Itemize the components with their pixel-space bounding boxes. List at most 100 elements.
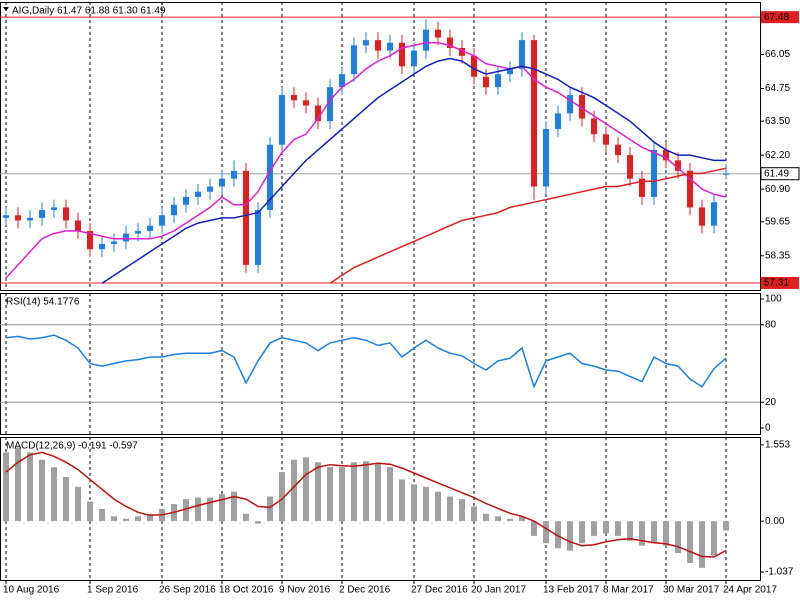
candle-body	[231, 170, 237, 179]
histogram-bar	[267, 496, 273, 522]
level-tag	[761, 11, 799, 24]
candle-body	[435, 29, 441, 38]
histogram-bar	[99, 508, 105, 522]
histogram-bar	[699, 521, 705, 568]
histogram-bar	[579, 521, 585, 544]
histogram-bar	[663, 521, 669, 546]
candle-body	[471, 55, 477, 77]
histogram-bar	[435, 491, 441, 522]
histogram-bar	[471, 506, 477, 522]
candle-body	[195, 191, 201, 197]
candle-body	[267, 144, 273, 211]
y-tick-label: 80	[765, 319, 777, 330]
histogram-bar	[615, 521, 621, 536]
x-tick-label: 27 Dec 2016	[411, 585, 468, 596]
candle-body	[147, 225, 153, 231]
candle-body	[183, 196, 189, 205]
histogram-bar	[315, 462, 321, 522]
histogram-bar	[675, 521, 681, 554]
histogram-bar	[255, 521, 261, 524]
histogram-bar	[495, 516, 501, 522]
histogram-bar	[555, 521, 561, 549]
candle-body	[303, 100, 309, 106]
y-tick-label: 0.00	[765, 516, 785, 527]
histogram-bar	[27, 452, 33, 522]
histogram-bar	[207, 497, 213, 522]
candle-body	[375, 40, 381, 51]
y-tick-label: 59.65	[765, 216, 790, 227]
x-tick-label: 1 Sep 2016	[87, 585, 139, 596]
histogram-bar	[687, 521, 693, 563]
level-label: 57.31	[764, 278, 789, 289]
x-tick-label: 10 Aug 2016	[3, 585, 60, 596]
candle-body	[627, 155, 633, 179]
level-tag	[760, 167, 800, 181]
histogram-bar	[63, 476, 69, 522]
histogram-bar	[75, 486, 81, 522]
histogram-bar	[627, 521, 633, 541]
histogram-bar	[291, 459, 297, 522]
candle-body	[87, 230, 93, 250]
histogram-bar	[279, 472, 285, 522]
y-tick-label: 0	[765, 423, 771, 434]
x-tick-label: 2 Dec 2016	[339, 585, 391, 596]
candle-body	[699, 207, 705, 226]
y-tick-label: 60.90	[765, 184, 790, 195]
candle-body	[99, 244, 105, 250]
moving-average	[101, 57, 726, 284]
candle-body	[243, 170, 249, 265]
histogram-bar	[135, 516, 141, 522]
candle-body	[279, 95, 285, 145]
histogram-bar	[639, 521, 645, 546]
candle-body	[327, 87, 333, 122]
histogram-bar	[195, 497, 201, 522]
candle-body	[399, 42, 405, 67]
moving-average	[329, 167, 727, 284]
candle-body	[291, 95, 297, 101]
y-tick-label: 1.553	[765, 440, 790, 451]
candle-body	[723, 173, 729, 175]
candle-body	[207, 186, 213, 192]
candle-body	[615, 144, 621, 156]
histogram-bar	[387, 467, 393, 522]
histogram-bar	[351, 462, 357, 522]
candle-body	[507, 68, 513, 75]
histogram-bar	[375, 463, 381, 522]
histogram-bar	[39, 459, 45, 522]
candle-body	[387, 42, 393, 51]
candle-body	[75, 220, 81, 231]
candle-body	[603, 134, 609, 145]
candle-body	[351, 45, 357, 75]
candle-body	[591, 118, 597, 135]
candle-body	[15, 215, 21, 221]
histogram-bar	[111, 516, 117, 522]
panel-frame	[0, 2, 761, 291]
histogram-bar	[531, 521, 537, 536]
candle-body	[531, 40, 537, 187]
histogram-bar	[423, 486, 429, 522]
candle-body	[363, 40, 369, 46]
y-tick-label: 62.20	[765, 150, 790, 161]
candle-body	[339, 74, 345, 88]
histogram-bar	[543, 521, 549, 544]
menu-arrow	[3, 7, 9, 11]
x-tick-label: 18 Oct 2016	[219, 585, 274, 596]
candle-body	[519, 40, 525, 69]
histogram-bar	[3, 452, 9, 522]
histogram-bar	[447, 496, 453, 522]
histogram-bar	[507, 518, 513, 522]
x-tick-label: 9 Nov 2016	[279, 585, 331, 596]
panel-title: MACD(12,26,9) -0.191 -0.597	[6, 441, 138, 452]
histogram-bar	[363, 461, 369, 522]
y-tick-label: 100	[765, 294, 782, 305]
histogram-bar	[459, 499, 465, 522]
candle-body	[27, 217, 33, 221]
candle-body	[495, 74, 501, 88]
histogram-bar	[651, 521, 657, 544]
candle-body	[135, 230, 141, 234]
histogram-bar	[123, 518, 129, 522]
signal-line	[5, 451, 727, 558]
histogram-bar	[147, 513, 153, 522]
histogram-bar	[303, 457, 309, 522]
candle-body	[639, 178, 645, 197]
